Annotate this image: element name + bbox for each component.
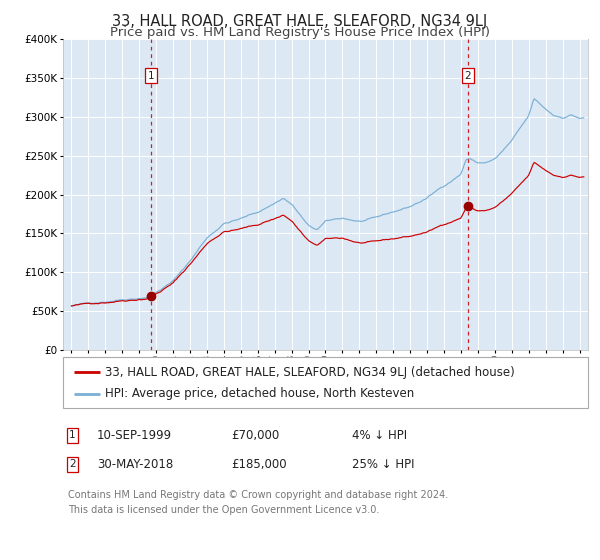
Text: 30-MAY-2018: 30-MAY-2018	[97, 458, 173, 470]
Text: 10-SEP-1999: 10-SEP-1999	[97, 428, 172, 442]
Text: 1: 1	[69, 430, 76, 440]
Text: Contains HM Land Registry data © Crown copyright and database right 2024.: Contains HM Land Registry data © Crown c…	[68, 490, 449, 500]
Text: HPI: Average price, detached house, North Kesteven: HPI: Average price, detached house, Nort…	[105, 387, 414, 400]
Text: 33, HALL ROAD, GREAT HALE, SLEAFORD, NG34 9LJ: 33, HALL ROAD, GREAT HALE, SLEAFORD, NG3…	[112, 14, 488, 29]
Text: 2: 2	[464, 71, 471, 81]
Text: Price paid vs. HM Land Registry's House Price Index (HPI): Price paid vs. HM Land Registry's House …	[110, 26, 490, 39]
Text: 33, HALL ROAD, GREAT HALE, SLEAFORD, NG34 9LJ (detached house): 33, HALL ROAD, GREAT HALE, SLEAFORD, NG3…	[105, 366, 515, 379]
Text: 4% ↓ HPI: 4% ↓ HPI	[352, 428, 407, 442]
Text: 2: 2	[69, 459, 76, 469]
Text: This data is licensed under the Open Government Licence v3.0.: This data is licensed under the Open Gov…	[68, 505, 380, 515]
Text: 1: 1	[148, 71, 154, 81]
Text: £70,000: £70,000	[231, 428, 279, 442]
FancyBboxPatch shape	[63, 357, 588, 408]
Text: £185,000: £185,000	[231, 458, 287, 470]
Text: 25% ↓ HPI: 25% ↓ HPI	[352, 458, 414, 470]
